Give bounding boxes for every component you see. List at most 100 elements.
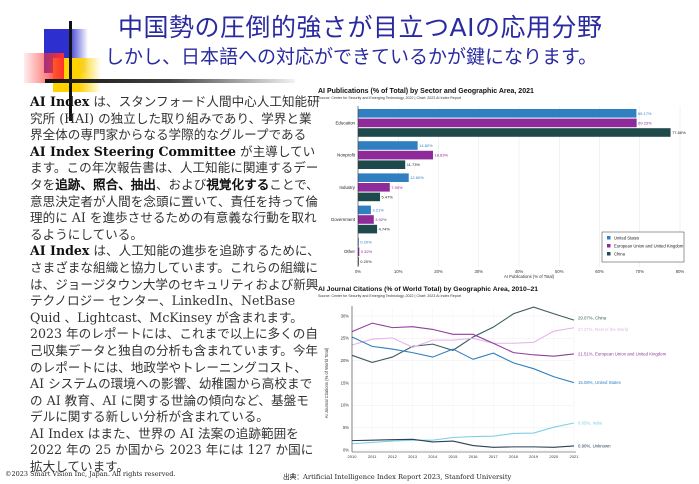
series-end-label: 27.37%, Rest of the World bbox=[578, 327, 629, 332]
data-label: 0.20% bbox=[360, 259, 372, 264]
text-run: は、人工知能の進歩を追跡するために、さまざまな組織と協力しています。これらの組織… bbox=[30, 243, 320, 425]
y-tick-label: 10% bbox=[341, 403, 350, 408]
x-tick-label: 30% bbox=[475, 269, 484, 274]
bar-united-states bbox=[358, 205, 371, 215]
x-tick-label: 80% bbox=[676, 269, 685, 274]
legend-label: United States bbox=[614, 235, 639, 240]
line-rest-of-the-world bbox=[351, 327, 575, 348]
bar-china bbox=[358, 224, 378, 234]
source-citation: 出典：Artificial Intelligence Index Report … bbox=[283, 473, 512, 481]
text-run: AI Index はまた、世界の AI 法案の追跡範囲を 2022 年の 25 … bbox=[30, 425, 314, 475]
series-end-label: 29.07%, China bbox=[578, 316, 607, 321]
legend-label: European Union and United Kingdom bbox=[614, 243, 684, 248]
bar-united-states bbox=[358, 173, 409, 182]
x-tick-label: 10% bbox=[394, 269, 403, 274]
category-label: Industry bbox=[339, 185, 355, 190]
chart-legend: United States European Union and United K… bbox=[601, 231, 685, 263]
legend-swatch bbox=[607, 244, 611, 248]
data-label: 18.63% bbox=[434, 153, 448, 158]
series-end-label: 21.51%, European Union and United Kingdo… bbox=[578, 351, 667, 356]
chart-title: AI Publications (% of Total) by Sector a… bbox=[318, 88, 534, 95]
copyright: ©2023 Smart Vision Inc, Japan. All right… bbox=[5, 470, 176, 478]
data-label: 0.20% bbox=[360, 240, 372, 245]
line-india bbox=[351, 422, 575, 445]
legend-swatch bbox=[607, 236, 611, 240]
x-tick-label: 60% bbox=[595, 269, 604, 274]
y-tick-label: 30% bbox=[341, 313, 350, 318]
legend-label: China bbox=[614, 251, 626, 256]
x-tick-label: 2019 bbox=[529, 454, 539, 459]
x-tick-label: 70% bbox=[636, 269, 645, 274]
paragraph-1: AI Index は、スタンフォード人間中心人工知能研究所 (HAI) の独立し… bbox=[20, 94, 320, 243]
x-tick-label: 40% bbox=[515, 269, 524, 274]
x-tick-label: 2012 bbox=[388, 454, 398, 459]
x-tick-label: 2016 bbox=[469, 454, 479, 459]
chart-source: Source: Center for Security and Emerging… bbox=[318, 294, 461, 298]
chart-title: AI Journal Citations (% of World Total) … bbox=[318, 286, 538, 293]
x-tick-label: 2018 bbox=[509, 454, 519, 459]
bold-text-run: AI Index Steering Committee bbox=[30, 143, 237, 159]
data-label: 12.60% bbox=[410, 175, 424, 180]
paragraph-2: AI Index は、人工知能の進歩を追跡するために、さまざまな組織と協力してい… bbox=[20, 243, 320, 426]
legend-box bbox=[601, 231, 685, 263]
paragraph-3: AI Index はまた、世界の AI 法案の追跡範囲を 2022 年の 25 … bbox=[20, 426, 320, 476]
bar-china bbox=[358, 192, 381, 202]
x-tick-label: 20% bbox=[434, 269, 443, 274]
bar-european-union-and-united-kingdom bbox=[358, 247, 360, 256]
bold-text-run: AI Index bbox=[30, 243, 90, 259]
decor-vertical-line bbox=[69, 21, 72, 121]
text-run: は、スタンフォード人間中心人工知能研究所 (HAI) の独立した取り組みであり、… bbox=[30, 94, 320, 143]
x-tick-label: 50% bbox=[555, 269, 564, 274]
data-label: 3.92% bbox=[375, 217, 387, 222]
line-china bbox=[351, 306, 575, 364]
category-label: Education bbox=[335, 120, 355, 125]
bar-european-union-and-united-kingdom bbox=[358, 215, 374, 224]
data-label: 69.17% bbox=[638, 111, 652, 116]
category-label: Nonprofit bbox=[337, 153, 356, 158]
slide-title: 中国勢の圧倒的強さが目立つAIの応用分野 bbox=[118, 13, 603, 42]
y-tick-label: 25% bbox=[341, 336, 350, 341]
x-tick-label: 2014 bbox=[428, 454, 438, 459]
category-label: Government bbox=[331, 217, 356, 222]
text-run: 、および bbox=[155, 176, 207, 192]
publications-bar-chart: AI Publications (% of Total) by Sector a… bbox=[318, 88, 686, 279]
data-label: 77.66% bbox=[672, 130, 686, 135]
body-text: AI Index は、スタンフォード人間中心人工知能研究所 (HAI) の独立し… bbox=[20, 94, 320, 476]
y-tick-label: 0% bbox=[343, 447, 349, 452]
data-label: 5.47% bbox=[382, 194, 394, 199]
text-run: が主導しています。この年次報告書は、人工知能に関連するデータを bbox=[30, 143, 319, 192]
bar-united-states bbox=[358, 109, 637, 118]
decor-red-square bbox=[24, 53, 64, 83]
slide-subtitle: しかし、日本語への対応ができているかが鍵になります。 bbox=[105, 46, 598, 68]
line-european-union-and-united-kingdom bbox=[351, 322, 575, 357]
bold-text-run: 追跡、照合、抽出 bbox=[55, 176, 156, 192]
legend-swatch bbox=[607, 252, 611, 256]
category-label: Other bbox=[344, 249, 356, 254]
x-tick-label: 2021 bbox=[570, 454, 580, 459]
text-run: ことで、意思決定者が人間を念頭に置いて、責任を持って倫理的に AI を進歩させる… bbox=[30, 176, 319, 242]
line-united-states bbox=[351, 336, 575, 384]
x-tick-label: 2011 bbox=[368, 454, 377, 459]
bar-china bbox=[358, 160, 406, 169]
y-tick-label: 5% bbox=[343, 425, 349, 430]
series-end-label: 0.90%, Unknown bbox=[578, 443, 611, 448]
x-tick-label: 2013 bbox=[408, 454, 418, 459]
x-tick-label: 2010 bbox=[348, 454, 358, 459]
x-tick-label: 2015 bbox=[448, 454, 458, 459]
data-label: 0.32% bbox=[361, 249, 373, 254]
bar-european-union-and-united-kingdom bbox=[358, 183, 390, 192]
bar-china bbox=[358, 128, 671, 137]
x-tick-label: 2017 bbox=[489, 454, 499, 459]
x-axis-label: AI Publications (% of Total) bbox=[504, 274, 555, 279]
series-end-label: 6.05%, India bbox=[578, 420, 602, 425]
data-label: 3.21% bbox=[372, 207, 384, 212]
bar-united-states bbox=[358, 141, 418, 150]
y-axis-label: AI Journal Citations (% of World Total) bbox=[324, 347, 329, 418]
bold-text-run: 視覚化する bbox=[206, 176, 270, 192]
data-label: 4.74% bbox=[379, 227, 391, 232]
citations-line-chart: AI Journal Citations (% of World Total) … bbox=[318, 286, 667, 459]
x-tick-label: 0% bbox=[355, 269, 361, 274]
y-tick-label: 15% bbox=[341, 380, 350, 385]
bar-china bbox=[358, 257, 359, 266]
bar-united-states bbox=[358, 237, 359, 247]
